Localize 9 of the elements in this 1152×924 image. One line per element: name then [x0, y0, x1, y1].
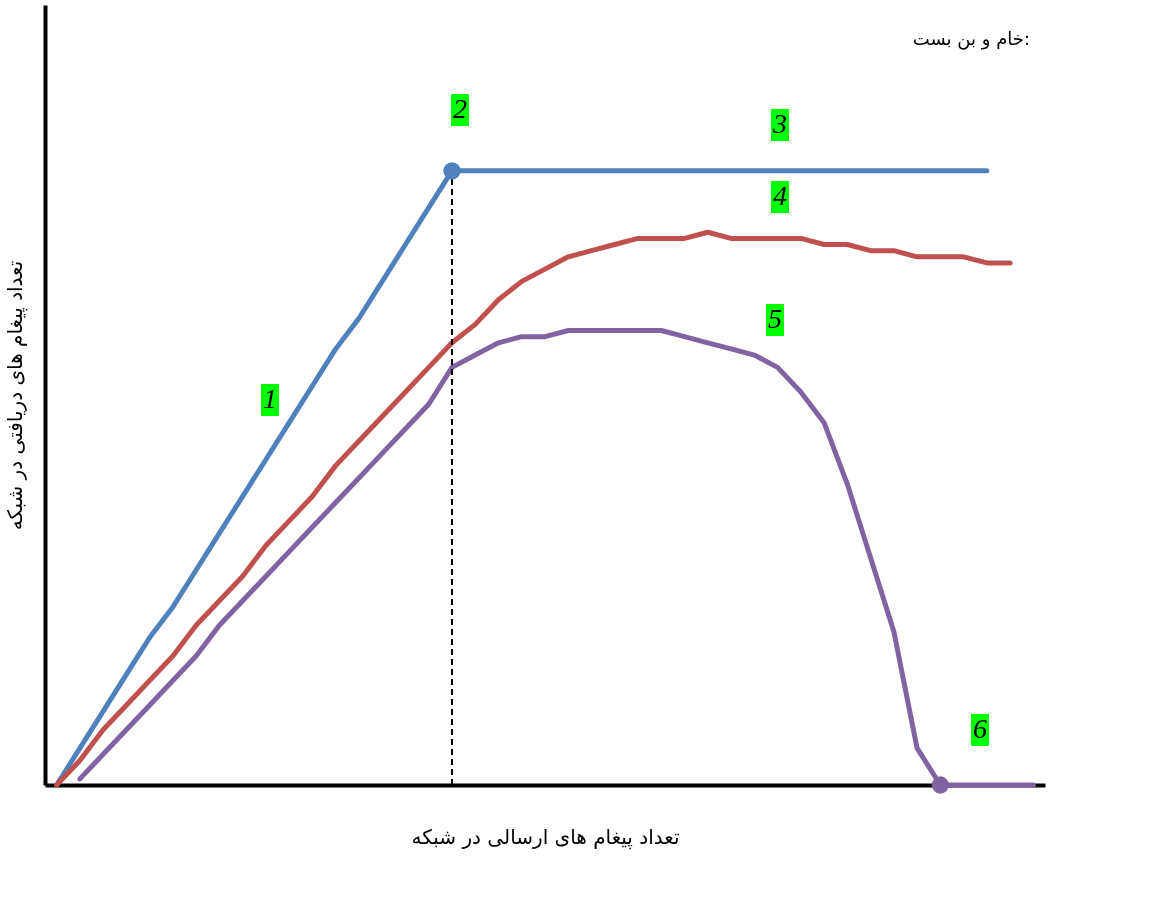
text: خام و بن بست: — [912, 28, 1030, 50]
text: 2 — [453, 93, 467, 124]
annotation: 5 — [768, 303, 782, 334]
annotation: 6 — [973, 713, 987, 744]
annotation: 4 — [773, 180, 787, 211]
x-axis-title: تعداد پیغام های ارسالی در شبکه — [411, 824, 680, 850]
y-axis-title: تعداد پیغام های دریافتی در شبکه — [2, 260, 28, 531]
annotation: 1 — [263, 383, 277, 414]
text: 3 — [772, 108, 787, 139]
